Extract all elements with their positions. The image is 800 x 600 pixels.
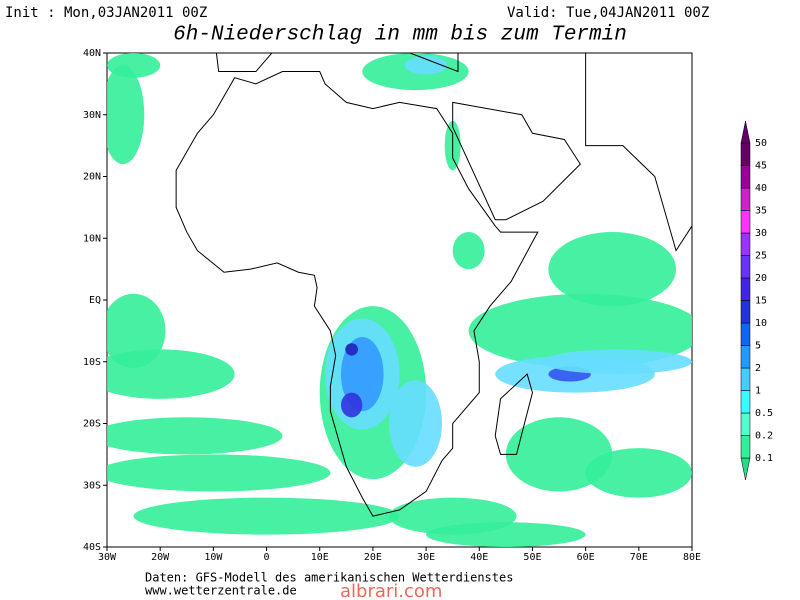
colorbar-box [740,255,751,279]
colorbar-box [740,232,751,256]
legend-level: 2 [755,363,761,374]
lon-label: 20E [364,552,382,563]
precip-area [404,56,448,75]
africa [175,71,539,517]
precip-area [107,293,166,368]
legend-level: 20 [755,273,767,284]
lat-label: 20N [83,172,101,183]
precip-area [388,380,443,467]
precip-area [426,522,586,547]
precip-area [345,343,359,356]
legend-level: 0.2 [755,431,773,442]
lon-label: 80E [683,552,701,563]
arabia [452,101,581,221]
legend-level: 5 [755,341,761,352]
lon-label: 40E [470,552,488,563]
source: Daten: GFS-Modell des amerikanischen Wet… [145,571,513,585]
precip-area [107,65,145,165]
colorbar-box [740,435,751,459]
colorbar-box [740,367,751,391]
lon-label: 30E [417,552,435,563]
watermark: albrari.com [340,581,442,600]
lat-label: 10N [83,233,101,244]
lon-label: 70E [630,552,648,563]
valid-time: Valid: Tue,04JAN2011 00Z [507,5,709,21]
colorbar-box [740,142,751,166]
madagascar [494,373,533,455]
lon-label: 30W [98,552,117,563]
lat-label: 10S [83,357,101,368]
legend-level: 25 [755,251,767,262]
colorbar-box [740,210,751,234]
europe [215,53,459,73]
colorbar-box [740,322,751,346]
lat-label: 40N [83,48,101,59]
colorbar-high [740,120,751,144]
lon-label: 60E [577,552,595,563]
legend-level: 30 [755,228,767,239]
map-layer [107,53,692,547]
title: 6h-Niederschlag in mm bis zum Termin [173,24,627,47]
colorbar-box [740,412,751,436]
legend-level: 45 [755,161,767,172]
legend-level: 50 [755,138,767,149]
precip-area [468,293,692,368]
legend-level: 15 [755,296,767,307]
lat-label: EQ [89,295,101,306]
asia [585,53,692,252]
legend-level: 1 [755,386,761,397]
legend-level: 0.5 [755,408,773,419]
lon-label: 50E [523,552,541,563]
lat-label: 30N [83,110,101,121]
init-time: Init : Mon,03JAN2011 00Z [5,5,207,21]
precip-area [548,232,677,307]
colorbar-box [740,300,751,324]
lon-label: 10E [311,552,329,563]
colorbar-box [740,187,751,211]
url: www.wetterzentrale.de [145,584,297,598]
lat-label: 30S [83,480,101,491]
precip-area [107,53,161,78]
lon-label: 10W [204,552,223,563]
precip-area [340,392,363,418]
map [106,52,693,548]
legend-level: 35 [755,206,767,217]
colorbar-box [740,277,751,301]
legend-level: 40 [755,183,767,194]
lat-label: 20S [83,419,101,430]
precip-area [107,417,283,455]
colorbar-box [740,390,751,414]
precip-area [585,448,692,498]
colorbar-box [740,165,751,189]
precip-area [107,349,235,399]
legend-level: 10 [755,318,767,329]
precip-area [543,349,692,375]
legend-level: 0.1 [755,453,773,464]
lon-label: 20W [151,552,170,563]
precip-area [107,454,331,492]
colorbar-box [740,345,751,369]
lat-label: 40S [83,542,101,553]
precip-area [133,497,400,535]
precip-area [452,232,485,270]
lon-label: 0 [264,552,270,563]
